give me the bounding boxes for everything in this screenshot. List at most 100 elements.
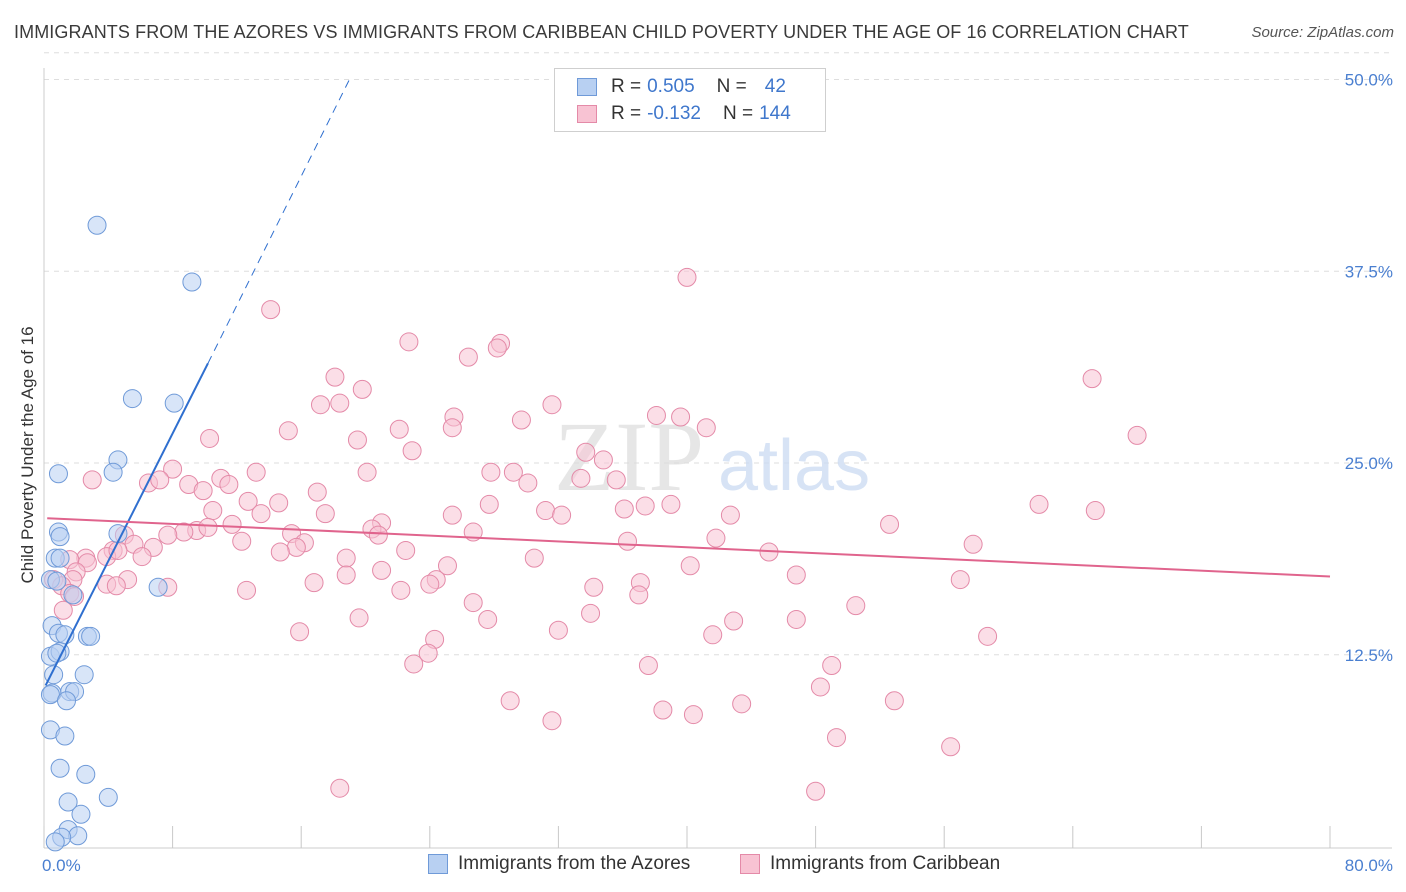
watermark: ZIP atlas <box>554 401 870 512</box>
azores-trend-line <box>44 362 209 686</box>
caribbean-point-54 <box>442 505 462 525</box>
azores-point-1 <box>182 272 202 292</box>
y-tick-label-3: 50.0% <box>1345 71 1393 90</box>
caribbean-point-131 <box>884 691 904 711</box>
caribbean-point-78 <box>270 542 290 562</box>
caribbean-point-47 <box>536 501 556 521</box>
caribbean-points <box>44 267 1147 801</box>
caribbean-point-107 <box>391 580 411 600</box>
caribbean-point-22 <box>1127 425 1147 445</box>
caribbean-point-121 <box>290 622 310 642</box>
y-axis-label: Child Poverty Under the Age of 16 <box>18 326 37 583</box>
caribbean-point-127 <box>638 655 658 675</box>
bottom-azores-swatch <box>428 854 448 874</box>
caribbean-point-44 <box>661 494 681 514</box>
caribbean-point-69 <box>232 531 252 551</box>
caribbean-n-label: N = <box>722 103 754 124</box>
x-tick-label-1: 80.0% <box>1345 856 1393 875</box>
caribbean-point-49 <box>1029 494 1049 514</box>
caribbean-point-35 <box>219 474 239 494</box>
azores-swatch <box>577 78 597 96</box>
azores-point-15 <box>63 585 83 605</box>
caribbean-point-9 <box>330 393 350 413</box>
azores-point-39 <box>68 826 88 846</box>
caribbean-point-8 <box>352 379 372 399</box>
caribbean-point-125 <box>418 643 438 663</box>
caribbean-point-24 <box>576 442 596 462</box>
caribbean-point-17 <box>442 418 462 438</box>
caribbean-point-6 <box>325 367 345 387</box>
caribbean-point-51 <box>203 501 223 521</box>
caribbean-point-20 <box>200 428 220 448</box>
tick-labels: 12.5% 25.0% 37.5% 50.0% 0.0% 80.0% <box>42 71 1393 876</box>
chart-source: Source: ZipAtlas.com <box>1251 24 1394 41</box>
caribbean-point-129 <box>810 677 830 697</box>
caribbean-point-5 <box>458 347 478 367</box>
caribbean-point-15 <box>511 410 531 430</box>
bottom-legend-azores: Immigrants from the Azores <box>428 852 690 876</box>
azores-trend-extension <box>207 79 350 364</box>
azores-point-32 <box>55 726 75 746</box>
caribbean-point-0 <box>677 267 697 287</box>
bottom-caribbean-swatch <box>740 854 760 874</box>
caribbean-point-88 <box>680 556 700 576</box>
azores-point-3 <box>164 393 184 413</box>
caribbean-point-33 <box>606 470 626 490</box>
caribbean-point-117 <box>478 609 498 629</box>
caribbean-point-139 <box>806 781 826 801</box>
caribbean-point-27 <box>357 462 377 482</box>
caribbean-point-45 <box>479 494 499 514</box>
caribbean-point-18 <box>389 419 409 439</box>
caribbean-point-113 <box>846 596 866 616</box>
caribbean-point-21 <box>347 430 367 450</box>
azores-point-11 <box>50 548 70 568</box>
caribbean-point-29 <box>481 462 501 482</box>
caribbean-point-13 <box>646 405 666 425</box>
caribbean-point-7 <box>1082 369 1102 389</box>
caribbean-point-26 <box>163 459 183 479</box>
caribbean-point-23 <box>402 441 422 461</box>
caribbean-point-80 <box>132 547 152 567</box>
caribbean-point-108 <box>237 580 257 600</box>
caribbean-point-116 <box>349 608 369 628</box>
azores-point-35 <box>58 792 78 812</box>
caribbean-point-50 <box>1085 501 1105 521</box>
caribbean-point-42 <box>238 491 258 511</box>
caribbean-point-118 <box>724 611 744 631</box>
azores-r-label: R = <box>611 76 642 97</box>
caribbean-point-31 <box>82 470 102 490</box>
caribbean-point-119 <box>786 609 806 629</box>
caribbean-point-63 <box>158 525 178 545</box>
caribbean-point-99 <box>950 570 970 590</box>
caribbean-point-41 <box>150 470 170 490</box>
caribbean-point-128 <box>822 655 842 675</box>
caribbean-point-68 <box>368 525 388 545</box>
y-tick-label-2: 37.5% <box>1345 262 1393 281</box>
caribbean-point-65 <box>198 517 218 537</box>
azores-point-14 <box>148 577 168 597</box>
caribbean-point-89 <box>437 556 457 576</box>
caribbean-point-30 <box>503 462 523 482</box>
y-tick-label-1: 25.0% <box>1345 454 1393 473</box>
azores-point-13 <box>47 571 67 591</box>
azores-point-2 <box>122 389 142 409</box>
caribbean-point-92 <box>336 565 356 585</box>
azores-point-20 <box>81 626 101 646</box>
caribbean-point-1 <box>261 300 281 320</box>
azores-r-value: 0.505 <box>647 76 695 97</box>
caribbean-point-59 <box>880 514 900 534</box>
caribbean-point-132 <box>732 694 752 714</box>
azores-point-5 <box>48 464 68 484</box>
caribbean-point-48 <box>614 499 634 519</box>
y-tick-label-0: 12.5% <box>1345 646 1393 665</box>
caribbean-point-105 <box>584 577 604 597</box>
caribbean-point-62 <box>174 522 194 542</box>
caribbean-point-28 <box>246 462 266 482</box>
caribbean-point-14 <box>671 407 691 427</box>
azores-n-label: N = <box>716 76 747 97</box>
caribbean-point-82 <box>108 540 128 560</box>
caribbean-point-110 <box>629 585 649 605</box>
legend-row-caribbean: R = -0.132 N = 144 <box>577 102 791 126</box>
caribbean-point-126 <box>404 654 424 674</box>
caribbean-point-72 <box>618 531 638 551</box>
